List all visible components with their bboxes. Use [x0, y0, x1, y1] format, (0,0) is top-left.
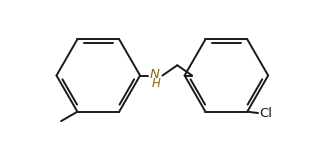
Text: Cl: Cl	[259, 107, 273, 120]
Text: N: N	[150, 68, 160, 81]
Text: H: H	[152, 77, 161, 90]
